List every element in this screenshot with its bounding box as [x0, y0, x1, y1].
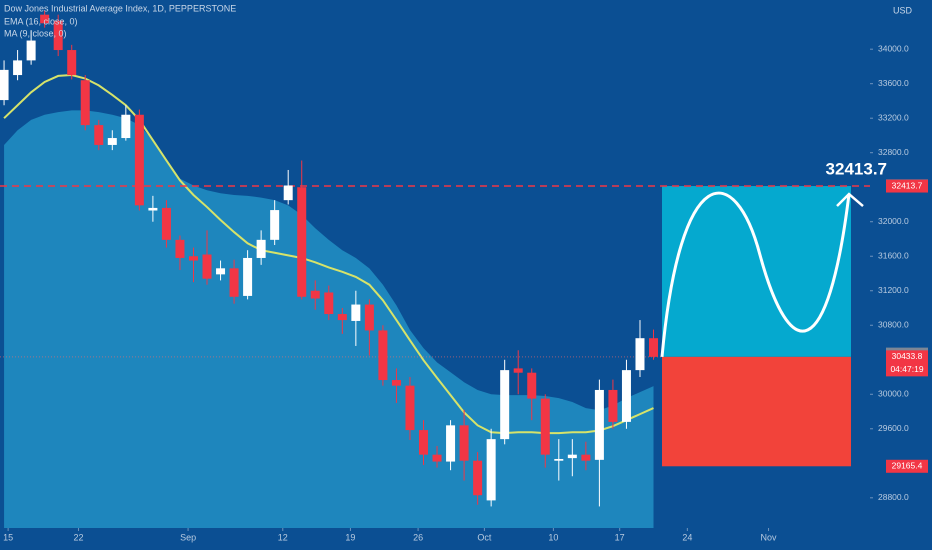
x-tick-label: 26 [413, 532, 423, 542]
candle-body [175, 239, 185, 258]
y-tick-label: 33600.0 [878, 78, 909, 88]
indicator-label: MA (9, close, 0) [4, 28, 67, 38]
y-tick-label: 34000.0 [878, 43, 909, 53]
candle-body [621, 370, 631, 422]
x-tick-label: 19 [345, 532, 355, 542]
candle-body [324, 292, 334, 315]
candle-body [26, 40, 36, 61]
candle-body [391, 380, 401, 386]
candle-body [13, 60, 23, 76]
candle-body [337, 314, 347, 321]
candle-body [94, 125, 104, 145]
candle-body [202, 254, 212, 279]
candle-body [270, 210, 280, 240]
candle-body [310, 290, 320, 299]
target-zone [662, 186, 851, 357]
currency-label: USD [893, 5, 913, 15]
price-label-bg [886, 179, 928, 193]
candle-body [405, 385, 415, 431]
candle-body [581, 454, 591, 461]
price-label: 30433.8 [892, 351, 923, 361]
stop-zone [662, 356, 851, 467]
candle-body [364, 304, 374, 331]
x-tick-label: Oct [477, 532, 492, 542]
candle-body [40, 14, 50, 24]
countdown-label: 04:47:19 [890, 364, 923, 374]
candle-body [229, 268, 239, 297]
price-label-bg [886, 459, 928, 473]
y-tick-label: 29600.0 [878, 423, 909, 433]
candle-body [243, 257, 253, 296]
candle-body [500, 370, 510, 440]
x-tick-label: 10 [548, 532, 558, 542]
candle-body [567, 454, 577, 459]
candle-body [161, 207, 171, 240]
x-tick-label: 24 [682, 532, 692, 542]
y-tick-label: 32000.0 [878, 216, 909, 226]
candle-body [0, 69, 9, 101]
y-tick-label: 31200.0 [878, 285, 909, 295]
candle-body [446, 425, 456, 462]
y-tick-label: 30000.0 [878, 389, 909, 399]
candle-body [513, 368, 523, 373]
candle-body [608, 389, 618, 422]
candle-body [486, 439, 496, 501]
candle-body [80, 80, 90, 126]
candle-body [121, 114, 131, 139]
price-label: 29165.4 [892, 461, 923, 471]
y-tick-label: 32800.0 [878, 147, 909, 157]
indicator-label: EMA (16, close, 0) [4, 16, 78, 26]
candle-body [540, 398, 550, 455]
candle-body [459, 425, 469, 461]
y-tick-label: 28800.0 [878, 492, 909, 502]
chart-title: Dow Jones Industrial Average Index, 1D, … [4, 3, 236, 13]
x-tick-label: 17 [615, 532, 625, 542]
candle-body [473, 460, 483, 496]
x-tick-label: Nov [761, 532, 778, 542]
y-tick-label: 33200.0 [878, 112, 909, 122]
candle-body [107, 138, 117, 145]
x-tick-label: 12 [278, 532, 288, 542]
candle-body [432, 454, 442, 462]
candle-body [188, 256, 198, 261]
candle-body [527, 372, 537, 399]
forecast-curve [660, 191, 851, 357]
candle-body [216, 268, 226, 275]
candle-body [148, 207, 158, 211]
candle-body [635, 338, 645, 371]
x-tick-label: Sep [180, 532, 196, 542]
candle-body [378, 330, 388, 381]
candle-body [67, 50, 77, 76]
candle-body [649, 338, 659, 357]
x-tick-label: 22 [73, 532, 83, 542]
candle-body [53, 20, 63, 51]
forecast-arrow [836, 192, 864, 207]
price-label: 32413.7 [892, 180, 923, 190]
candle-body [594, 389, 604, 460]
price-label-bg [886, 350, 928, 377]
target-text: 32413.7 [826, 160, 887, 179]
candle-body [351, 304, 361, 321]
y-tick-label: 31600.0 [878, 250, 909, 260]
candle-body [418, 430, 428, 455]
candle-body [297, 187, 307, 297]
candle-body [256, 239, 266, 258]
candle-body [283, 185, 293, 201]
candle-body [134, 114, 144, 206]
x-tick-label: 15 [3, 532, 13, 542]
candle-body [554, 458, 564, 461]
y-tick-label: 30800.0 [878, 320, 909, 330]
